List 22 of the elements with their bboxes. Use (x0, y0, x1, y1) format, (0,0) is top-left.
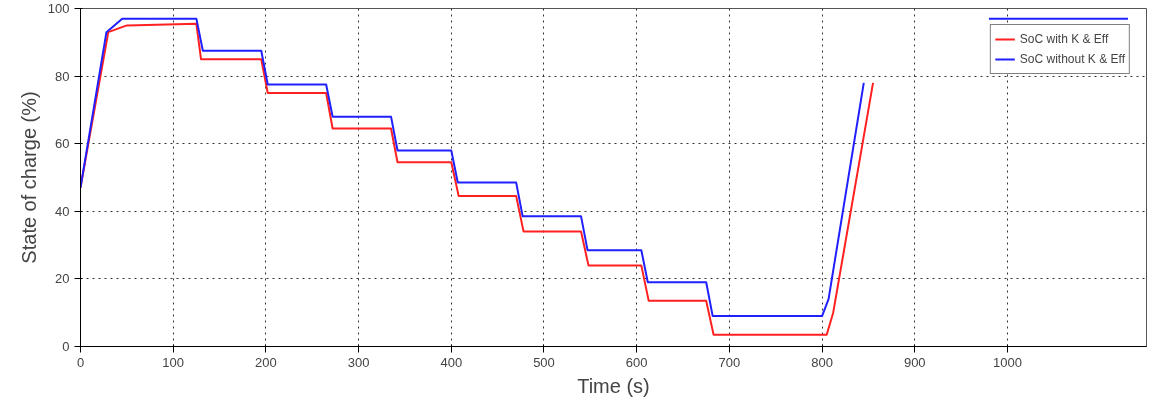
x-tick-label: 700 (718, 354, 741, 370)
y-tick-label: 40 (55, 203, 70, 219)
x-tick-label: 500 (533, 354, 555, 370)
legend-label: SoC without K & Eff (1019, 52, 1125, 66)
y-tick-label: 80 (55, 68, 70, 84)
x-tick-label: 1000 (993, 354, 1022, 370)
legend-label: SoC with K & Eff (1019, 32, 1109, 46)
line-series (80, 22, 875, 336)
y-tick-label: 0 (62, 339, 70, 354)
y-tick-label: 100 (47, 1, 70, 16)
x-tick-label: 300 (347, 354, 370, 370)
x-tick-label: 100 (162, 354, 185, 370)
x-tick-label: 200 (255, 354, 277, 370)
x-axis-title: Time (s) (577, 374, 650, 397)
y-tick-label: 20 (55, 271, 70, 287)
x-tick-label: 400 (440, 354, 463, 370)
x-tick-label: 900 (903, 354, 926, 370)
y-axis-title: State of charge (%) (17, 91, 40, 264)
x-tick-label: 800 (811, 354, 833, 370)
y-tick-label: 60 (55, 136, 70, 152)
x-tick-label: 0 (76, 354, 85, 370)
x-tick-label: 600 (625, 354, 648, 370)
